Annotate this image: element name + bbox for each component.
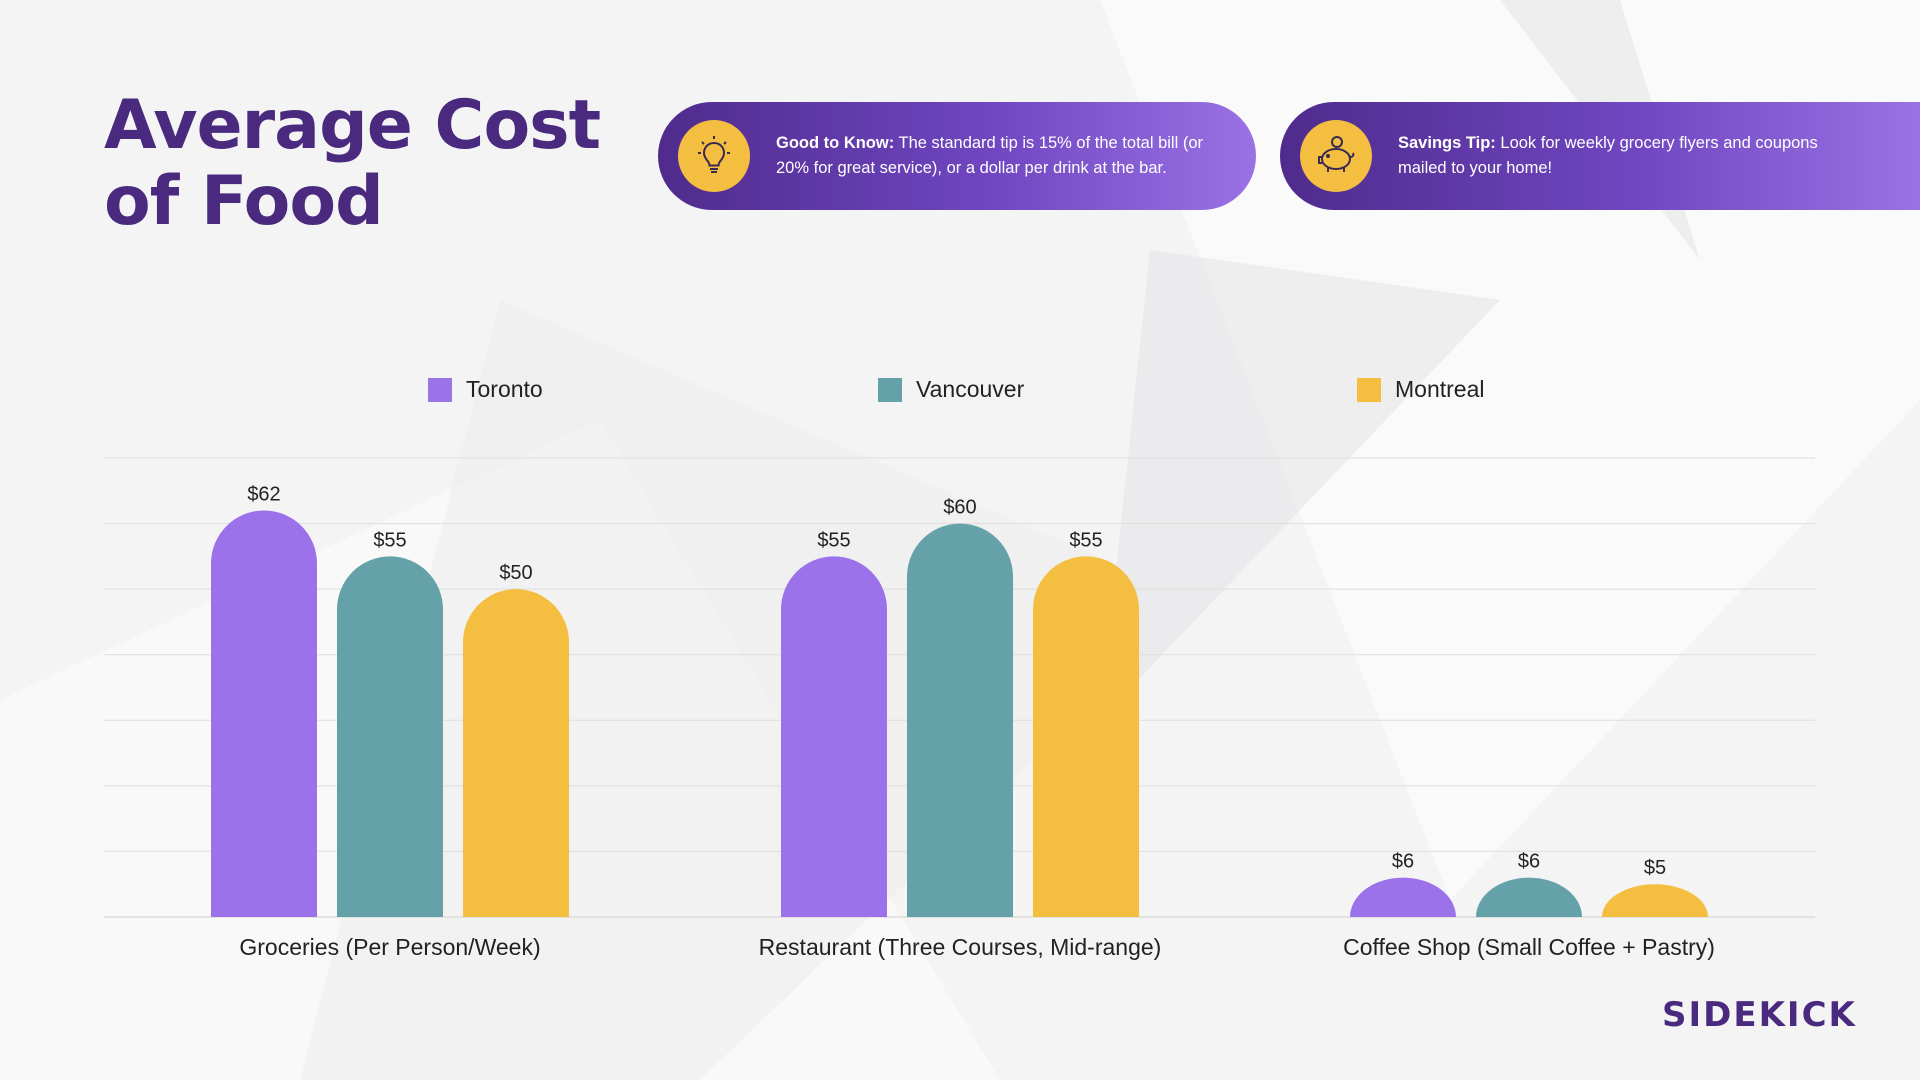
page-title-line2: of Food [104,162,384,241]
bar-toronto-2 [1350,877,1456,917]
savings-tip-label: Savings Tip: [1398,134,1496,152]
data-label-montreal-0: $50 [499,562,532,584]
data-label-vancouver-0: $55 [373,529,406,551]
bar-vancouver-2 [1476,877,1582,917]
lightbulb-icon [678,120,750,192]
good-to-know-text: Good to Know: The standard tip is 15% of… [776,131,1216,181]
bar-montreal-0 [463,589,569,917]
savings-tip-banner: Savings Tip: Look for weekly grocery fly… [1280,102,1920,210]
good-to-know-banner: Good to Know: The standard tip is 15% of… [658,102,1256,210]
legend-item-toronto: Toronto [428,376,543,403]
bar-montreal-1 [1033,556,1139,917]
data-label-toronto-2: $6 [1392,851,1414,873]
category-label-2: Coffee Shop (Small Coffee + Pastry) [1343,934,1715,960]
data-label-montreal-1: $55 [1069,529,1102,551]
legend-swatch-toronto [428,377,452,402]
bar-toronto-0 [211,510,317,917]
legend-swatch-vancouver [878,377,902,402]
data-label-toronto-1: $55 [817,529,850,551]
good-to-know-label: Good to Know: [776,134,895,152]
category-label-1: Restaurant (Three Courses, Mid-range) [759,934,1162,960]
data-label-vancouver-1: $60 [943,497,976,519]
savings-tip-body: Look for weekly grocery flyers and coupo… [1398,134,1818,177]
data-label-vancouver-2: $6 [1518,851,1540,873]
legend-swatch-montreal [1357,377,1381,402]
legend-label-montreal: Montreal [1395,376,1485,402]
bar-vancouver-0 [337,556,444,917]
data-label-montreal-2: $5 [1644,857,1666,879]
data-label-toronto-0: $62 [247,483,280,505]
piggy-bank-icon [1300,120,1372,192]
legend-label-vancouver: Vancouver [916,376,1025,402]
legend-label-toronto: Toronto [466,376,543,402]
legend-item-montreal: Montreal [1357,376,1484,403]
bar-toronto-1 [781,556,887,917]
sidekick-logo: SIDEKICK [1662,995,1857,1035]
savings-tip-text: Savings Tip: Look for weekly grocery fly… [1398,131,1838,181]
bar-vancouver-1 [907,523,1013,917]
page-title: Average Cost of Food [104,86,601,241]
category-label-0: Groceries (Per Person/Week) [239,934,540,960]
good-to-know-body: The standard tip is 15% of the total bil… [776,134,1203,177]
legend-item-vancouver: Vancouver [878,376,1024,403]
bar-montreal-2 [1602,884,1708,917]
page-title-line1: Average Cost [104,86,601,165]
